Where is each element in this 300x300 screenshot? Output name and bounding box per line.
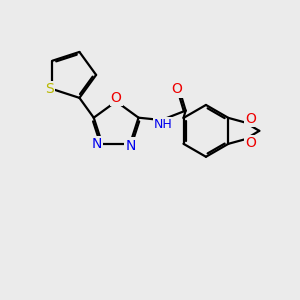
Text: NH: NH — [154, 118, 172, 131]
Text: O: O — [111, 91, 122, 105]
Text: O: O — [171, 82, 182, 96]
Text: O: O — [245, 136, 256, 150]
Text: N: N — [125, 139, 136, 152]
Text: N: N — [92, 137, 102, 151]
Text: S: S — [45, 82, 54, 96]
Text: O: O — [245, 112, 256, 126]
